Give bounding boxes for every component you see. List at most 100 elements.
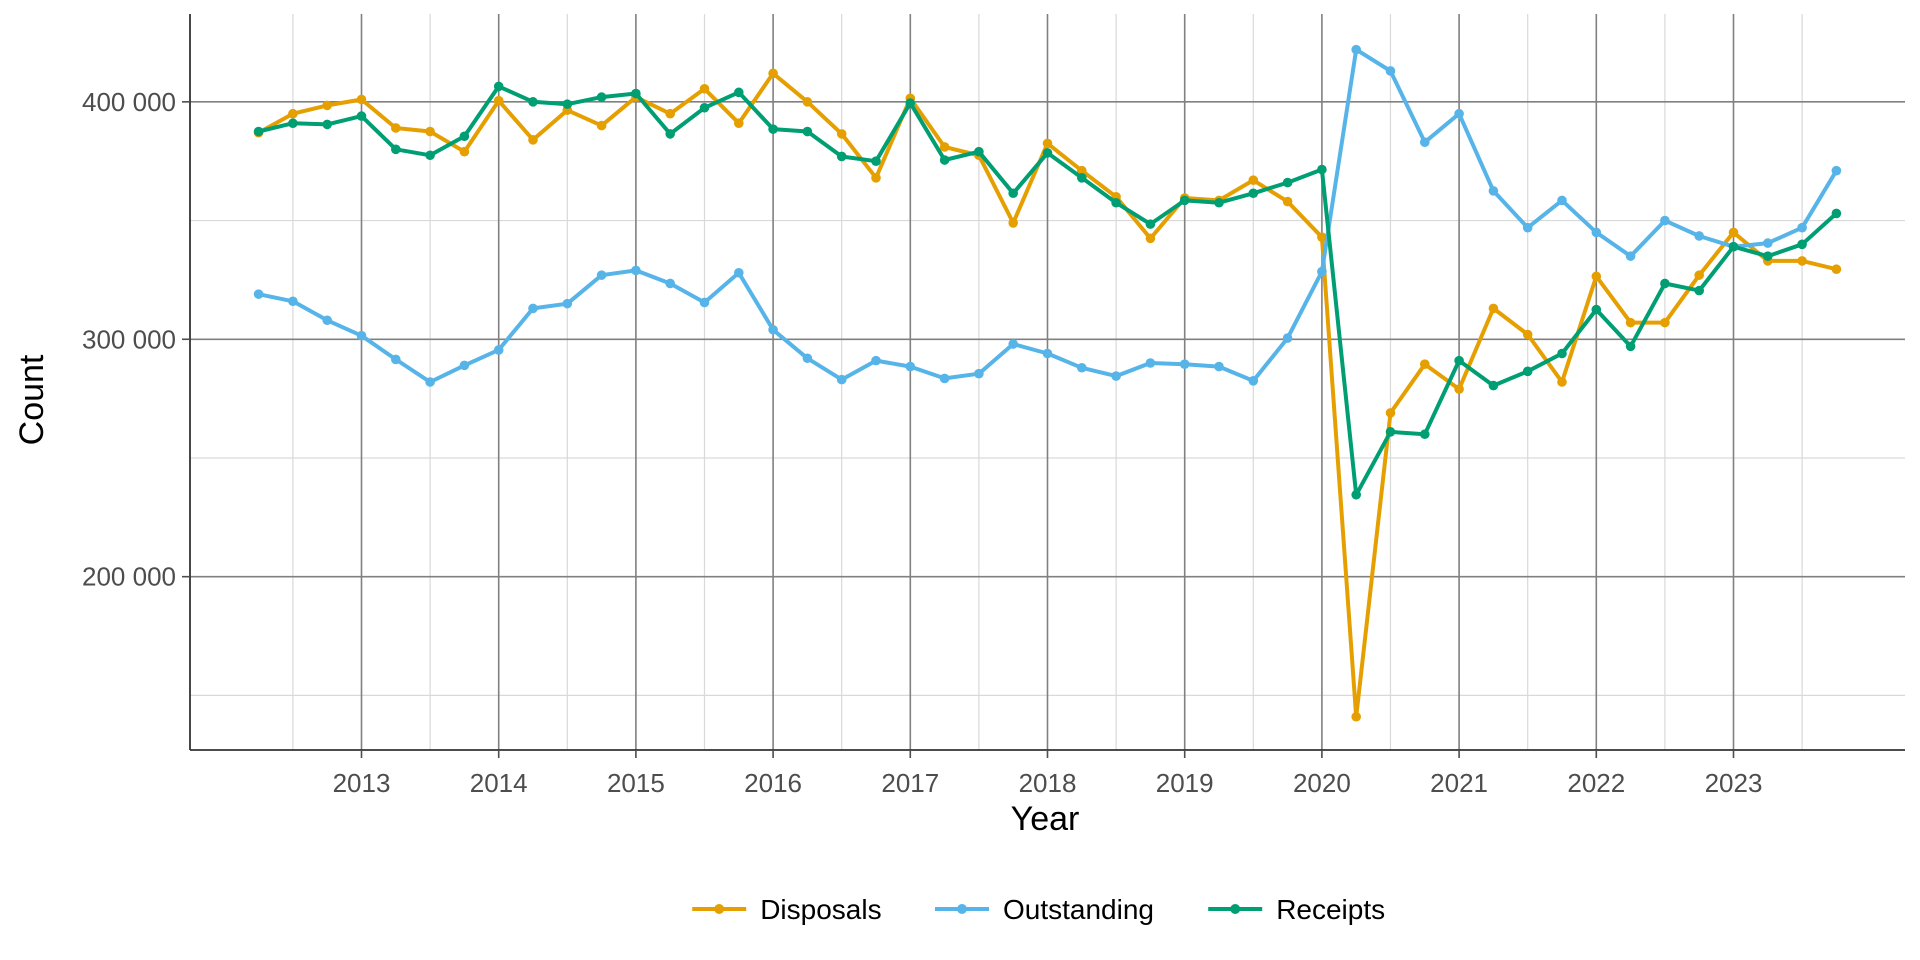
x-tick-label: 2014 bbox=[470, 768, 528, 798]
data-point-disposals bbox=[1077, 165, 1087, 176]
data-point-outstanding bbox=[1660, 215, 1670, 226]
data-point-receipts bbox=[1317, 164, 1327, 175]
legend-label-disposals: Disposals bbox=[760, 894, 881, 925]
legend: Disposals Outstanding Receipts bbox=[692, 894, 1385, 925]
data-point-outstanding bbox=[1488, 186, 1499, 196]
data-point-receipts bbox=[836, 151, 847, 162]
data-point-outstanding bbox=[699, 297, 710, 308]
data-point-disposals bbox=[1008, 218, 1018, 228]
data-point-disposals bbox=[1728, 227, 1739, 238]
data-point-disposals bbox=[1591, 271, 1602, 282]
data-point-outstanding bbox=[1385, 66, 1396, 76]
data-point-disposals bbox=[288, 108, 298, 119]
data-point-receipts bbox=[974, 146, 984, 157]
legend-key-point-outstanding bbox=[957, 904, 967, 914]
data-point-receipts bbox=[493, 81, 504, 92]
data-point-receipts bbox=[1557, 348, 1567, 359]
data-point-receipts bbox=[1488, 380, 1499, 391]
data-point-outstanding bbox=[1042, 348, 1053, 359]
data-point-receipts bbox=[1385, 427, 1396, 437]
data-point-outstanding bbox=[1454, 108, 1464, 119]
legend-key-point-receipts bbox=[1230, 904, 1241, 914]
x-tick-label: 2015 bbox=[607, 768, 665, 798]
data-point-receipts bbox=[871, 156, 881, 166]
data-point-outstanding bbox=[1522, 222, 1533, 233]
data-point-disposals bbox=[391, 123, 401, 133]
data-point-disposals bbox=[459, 146, 470, 157]
data-point-receipts bbox=[356, 111, 367, 121]
x-tick-label: 2016 bbox=[744, 768, 802, 798]
data-point-receipts bbox=[1214, 197, 1224, 208]
data-point-receipts bbox=[1454, 355, 1464, 366]
data-point-disposals bbox=[836, 129, 847, 139]
data-point-outstanding bbox=[631, 265, 641, 276]
data-point-outstanding bbox=[836, 374, 847, 385]
x-tick-label: 2017 bbox=[881, 768, 939, 798]
data-point-outstanding bbox=[1282, 333, 1293, 343]
data-point-outstanding bbox=[734, 267, 744, 278]
data-point-disposals bbox=[1831, 264, 1842, 275]
data-point-receipts bbox=[1042, 148, 1053, 158]
x-tick-label: 2019 bbox=[1156, 768, 1214, 798]
x-tick-label: 2022 bbox=[1567, 768, 1625, 798]
data-point-outstanding bbox=[493, 345, 504, 355]
data-point-receipts bbox=[1351, 489, 1361, 500]
y-tick-label: 200 000 bbox=[82, 562, 176, 592]
data-point-receipts bbox=[734, 87, 744, 98]
data-point-receipts bbox=[253, 126, 264, 137]
data-point-receipts bbox=[1660, 278, 1670, 289]
data-point-receipts bbox=[391, 144, 401, 155]
data-point-receipts bbox=[905, 98, 916, 108]
major-gridlines bbox=[190, 14, 1905, 750]
data-point-outstanding bbox=[768, 324, 778, 335]
data-point-outstanding bbox=[1145, 358, 1156, 368]
series-layer bbox=[253, 44, 1842, 722]
data-point-receipts bbox=[562, 99, 573, 110]
data-point-outstanding bbox=[802, 353, 813, 364]
data-point-disposals bbox=[871, 173, 881, 183]
legend-item-outstanding: Outstanding bbox=[935, 894, 1154, 925]
data-point-outstanding bbox=[1763, 238, 1773, 248]
data-point-receipts bbox=[1179, 195, 1190, 206]
data-point-receipts bbox=[939, 155, 950, 165]
data-point-outstanding bbox=[1077, 362, 1087, 373]
data-point-disposals bbox=[1488, 303, 1499, 314]
data-point-receipts bbox=[1282, 177, 1293, 188]
legend-label-outstanding: Outstanding bbox=[1003, 894, 1154, 925]
data-point-receipts bbox=[1248, 188, 1259, 199]
x-tick-label: 2020 bbox=[1293, 768, 1351, 798]
data-point-receipts bbox=[1111, 197, 1121, 208]
data-point-outstanding bbox=[596, 270, 607, 280]
y-axis-title: Count bbox=[13, 354, 51, 445]
legend-item-receipts: Receipts bbox=[1208, 894, 1385, 925]
series-receipts bbox=[253, 81, 1842, 500]
data-point-outstanding bbox=[356, 330, 367, 341]
legend-key-point-disposals bbox=[714, 904, 725, 914]
data-point-disposals bbox=[1660, 317, 1670, 328]
data-point-outstanding bbox=[1111, 371, 1121, 381]
data-point-outstanding bbox=[1591, 227, 1602, 238]
data-point-outstanding bbox=[1557, 195, 1567, 206]
data-point-outstanding bbox=[253, 289, 264, 299]
data-point-outstanding bbox=[391, 354, 401, 365]
data-point-outstanding bbox=[1797, 222, 1807, 233]
data-point-disposals bbox=[1042, 138, 1053, 149]
data-point-disposals bbox=[802, 97, 813, 107]
data-point-outstanding bbox=[1351, 44, 1361, 55]
data-point-disposals bbox=[665, 108, 675, 119]
data-point-disposals bbox=[1317, 232, 1327, 242]
data-point-receipts bbox=[665, 129, 675, 139]
x-tick-label: 2021 bbox=[1430, 768, 1488, 798]
data-point-disposals bbox=[768, 68, 778, 79]
y-axis-ticks: 200 000 300 000 400 000 bbox=[82, 87, 190, 592]
legend-label-receipts: Receipts bbox=[1276, 894, 1385, 925]
data-point-outstanding bbox=[1248, 376, 1259, 386]
data-point-receipts bbox=[1145, 219, 1156, 229]
data-point-receipts bbox=[1077, 173, 1087, 183]
data-point-receipts bbox=[631, 88, 641, 99]
data-point-disposals bbox=[1351, 711, 1361, 722]
data-point-outstanding bbox=[665, 278, 675, 289]
data-point-disposals bbox=[356, 94, 367, 105]
x-axis-ticks: 2013 2014 2015 2016 2017 2018 2019 2020 2021 2022… bbox=[333, 750, 1762, 798]
data-point-disposals bbox=[1385, 408, 1396, 418]
